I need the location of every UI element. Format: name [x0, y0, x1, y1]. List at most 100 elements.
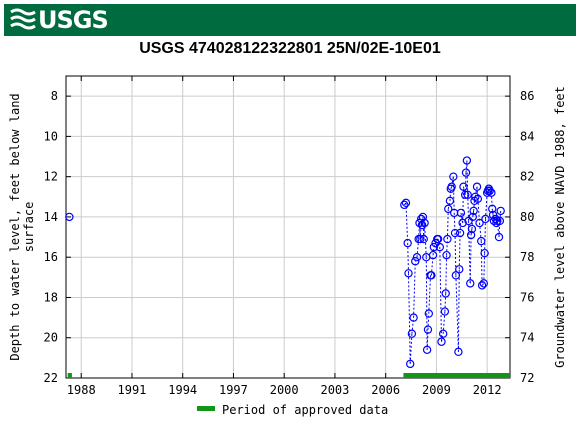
connector-line — [490, 192, 493, 209]
data-point — [477, 236, 486, 246]
data-point — [493, 216, 502, 226]
approved-period-bar — [67, 373, 72, 378]
data-point — [480, 248, 489, 258]
y-right-tick-label: 86 — [520, 89, 534, 103]
data-point — [460, 190, 470, 199]
data-point — [458, 218, 467, 228]
axis-ticks: 1988 1991 1994 1997 2000 2003 2006 2009 20128101… — [44, 76, 534, 397]
data-point — [466, 230, 476, 240]
data-point — [494, 232, 504, 242]
data-point — [449, 172, 458, 181]
data-point — [424, 309, 434, 318]
connector-line — [481, 283, 485, 286]
data-point — [445, 196, 455, 206]
connector-line — [491, 208, 494, 215]
data-point — [438, 329, 448, 338]
data-point — [461, 168, 471, 177]
data-point — [467, 224, 477, 234]
connector-line — [469, 235, 472, 284]
connector-line — [418, 222, 421, 240]
data-point — [440, 307, 450, 316]
connector-line — [409, 333, 413, 364]
usgs-banner: USGS — [4, 4, 576, 36]
y-right-tick-label: 82 — [520, 170, 534, 184]
data-point — [479, 279, 488, 288]
data-point — [409, 313, 418, 322]
data-point — [489, 216, 499, 226]
data-point — [477, 281, 487, 290]
connector-line — [446, 208, 449, 240]
connector-line — [483, 253, 486, 284]
legend-label: Period of approved data — [222, 403, 388, 417]
connector-line — [411, 317, 415, 334]
data-point — [420, 218, 429, 228]
x-tick-label: 2000 — [270, 383, 299, 397]
connector-line — [470, 228, 473, 236]
data-point — [456, 208, 466, 218]
connector-line — [468, 220, 471, 284]
data-point — [443, 234, 452, 244]
data-point — [435, 242, 445, 252]
data-point — [404, 269, 413, 278]
data-point — [485, 186, 494, 195]
connector-line — [484, 218, 486, 254]
data-point — [442, 250, 451, 260]
data-point — [417, 220, 427, 230]
data-point — [433, 234, 443, 244]
connector-line — [496, 220, 500, 238]
x-tick-label: 2009 — [422, 383, 451, 397]
y-right-tick-label: 80 — [520, 210, 534, 224]
data-point — [406, 359, 415, 369]
y-left-tick-label: 14 — [44, 210, 58, 224]
plot-frame — [65, 75, 511, 379]
usgs-wave-icon — [10, 8, 36, 30]
x-tick-label: 1991 — [118, 383, 147, 397]
y-axis-left-label-line2: surface — [22, 202, 36, 253]
data-point — [416, 234, 425, 244]
x-tick-label: 1988 — [67, 383, 96, 397]
connector-line — [455, 275, 459, 352]
data-point — [419, 234, 428, 244]
y-left-tick-label: 10 — [44, 129, 58, 143]
data-point — [427, 271, 436, 280]
y-right-tick-label: 74 — [520, 331, 534, 345]
connector-line — [405, 202, 409, 244]
data-point — [411, 257, 420, 266]
data-point — [422, 345, 432, 355]
data-point — [455, 228, 465, 238]
legend-swatch — [197, 406, 215, 411]
data-point — [475, 218, 484, 228]
connector-line — [479, 222, 482, 242]
connector-line — [424, 222, 427, 258]
connector-line — [450, 186, 453, 189]
connector-line — [466, 160, 469, 195]
data-point — [463, 190, 472, 199]
connector-line — [427, 313, 430, 330]
data-point — [481, 214, 490, 224]
connector-line — [476, 186, 479, 199]
data-point — [423, 325, 433, 334]
data-point — [401, 198, 411, 208]
data-point — [403, 238, 412, 248]
data-point — [400, 200, 409, 210]
y-left-tick-label: 16 — [44, 250, 58, 264]
connector-line — [403, 202, 407, 206]
data-point — [428, 250, 438, 260]
connector-line — [407, 243, 410, 274]
x-tick-label: 2012 — [473, 383, 502, 397]
connector-line — [428, 275, 432, 314]
y-axis-left-label-line1: Depth to water level, feet below land — [8, 93, 22, 360]
data-point — [469, 206, 478, 216]
connector-line — [454, 233, 457, 276]
data-point — [466, 279, 475, 288]
data-point — [495, 216, 505, 226]
data-point — [454, 347, 463, 357]
data-point — [444, 204, 453, 214]
data-point — [472, 182, 482, 191]
approved-period-bar — [403, 373, 510, 378]
x-tick-label: 1997 — [219, 383, 248, 397]
chart-title: USGS 474028122322801 25N/02E-10E01 — [139, 40, 441, 57]
data-point — [412, 253, 422, 262]
data-point — [496, 206, 505, 216]
connector-line — [452, 176, 455, 213]
